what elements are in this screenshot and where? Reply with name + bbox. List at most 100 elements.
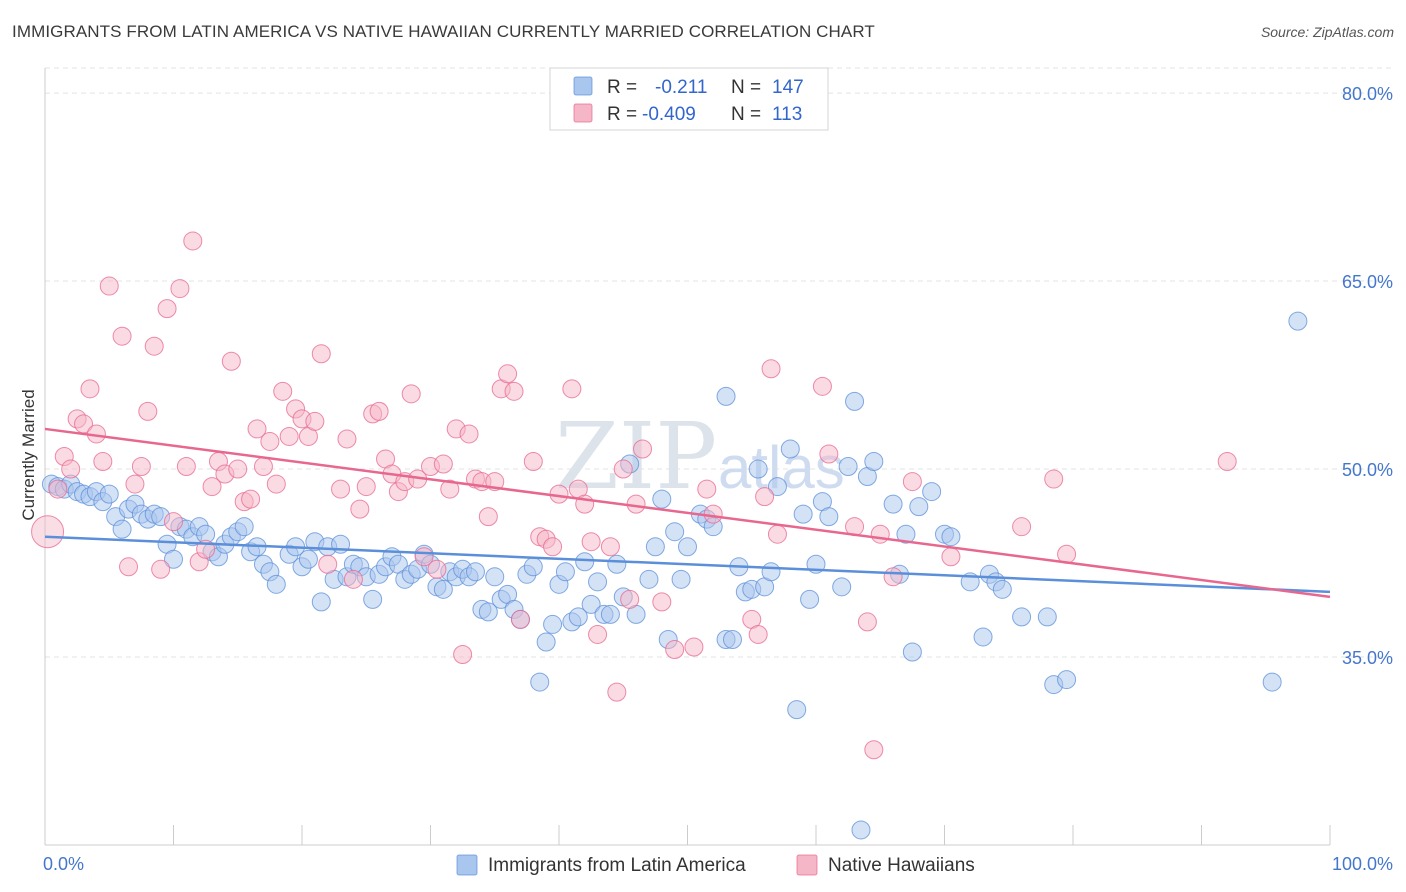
data-point: [883, 567, 903, 587]
data-point: [157, 299, 177, 319]
y-tick-label: 65.0%: [1342, 272, 1393, 292]
data-point: [485, 567, 505, 587]
data-point: [1044, 469, 1064, 489]
data-point: [992, 579, 1012, 599]
data-point: [838, 457, 858, 477]
trend-line: [44, 427, 1331, 599]
data-point: [787, 700, 807, 720]
data-point: [1012, 607, 1032, 627]
data-point: [767, 524, 787, 544]
data-point: [478, 507, 498, 527]
data-point: [1217, 452, 1237, 472]
data-point: [902, 642, 922, 662]
y-tick-labels: 35.0% 50.0% 65.0% 80.0%: [1342, 84, 1393, 668]
data-point: [131, 457, 151, 477]
data-point: [144, 336, 164, 356]
data-point: [305, 411, 325, 431]
data-point: [221, 351, 241, 371]
data-point: [31, 515, 65, 549]
data-point: [703, 504, 723, 524]
data-point: [453, 645, 473, 665]
axes: [44, 68, 1331, 846]
data-point: [941, 547, 961, 567]
data-point: [793, 504, 813, 524]
data-point: [767, 477, 787, 497]
series-latin-america-points: [41, 311, 1308, 840]
legend-n-value: 147: [772, 77, 804, 98]
data-point: [633, 439, 653, 459]
data-point: [279, 426, 299, 446]
data-point: [716, 386, 736, 406]
legend-swatch-latin-america: [573, 76, 593, 96]
data-point: [530, 672, 550, 692]
data-point: [883, 494, 903, 514]
data-point: [543, 614, 563, 634]
stats-legend-box: [549, 67, 829, 131]
data-point: [80, 379, 100, 399]
data-point: [941, 527, 961, 547]
data-point: [170, 279, 190, 299]
data-point: [151, 559, 171, 579]
data-point: [645, 537, 665, 557]
data-point: [164, 512, 183, 532]
legend-swatch-native-hawaiians: [796, 854, 818, 876]
data-point: [845, 391, 865, 411]
data-point: [896, 524, 916, 544]
data-point: [99, 276, 119, 296]
data-point: [864, 452, 884, 472]
data-point: [652, 489, 672, 509]
legend-swatch-latin-america: [456, 854, 478, 876]
data-point: [93, 452, 113, 472]
data-point: [427, 559, 447, 579]
data-point: [356, 477, 376, 497]
data-point: [588, 572, 608, 592]
data-point: [607, 554, 627, 574]
data-point: [350, 499, 370, 519]
data-point: [600, 537, 620, 557]
data-point: [510, 609, 530, 629]
data-point: [241, 489, 261, 509]
legend-r-label: R =: [607, 77, 637, 98]
data-point: [761, 562, 781, 582]
data-point: [1262, 672, 1282, 692]
data-point: [183, 231, 203, 251]
data-point: [1037, 607, 1057, 627]
data-point: [202, 477, 222, 497]
data-point: [600, 604, 620, 624]
data-point: [1288, 311, 1308, 331]
data-point: [311, 592, 331, 612]
trend-lines: [44, 427, 1331, 599]
data-point: [922, 482, 942, 502]
y-tick-label: 35.0%: [1342, 648, 1393, 668]
data-point: [678, 537, 697, 557]
data-point: [722, 629, 742, 649]
data-point: [671, 569, 691, 589]
data-point: [260, 431, 280, 451]
data-point: [478, 602, 498, 622]
data-point: [61, 459, 81, 479]
data-point: [857, 612, 877, 632]
data-point: [748, 459, 768, 479]
data-point: [318, 554, 338, 574]
data-point: [228, 459, 248, 479]
data-point: [819, 507, 839, 527]
data-point: [568, 607, 588, 627]
x-tick-label: 0.0%: [43, 854, 84, 874]
data-point: [555, 562, 575, 582]
data-point: [851, 820, 871, 840]
data-point: [864, 740, 884, 760]
legend-r-value: -0.211: [655, 77, 707, 98]
chart-title: IMMIGRANTS FROM LATIN AMERICA VS NATIVE …: [12, 22, 875, 41]
data-point: [755, 487, 775, 507]
data-point: [504, 381, 524, 401]
data-point: [433, 579, 453, 599]
data-point: [1057, 670, 1077, 690]
data-point: [575, 552, 595, 572]
x-tick-labels: 0.0% 100.0%: [43, 854, 1393, 874]
data-point: [433, 454, 453, 474]
data-point: [369, 401, 389, 421]
data-point: [459, 424, 479, 444]
data-point: [665, 639, 685, 659]
grid-lines: [45, 67, 1395, 658]
